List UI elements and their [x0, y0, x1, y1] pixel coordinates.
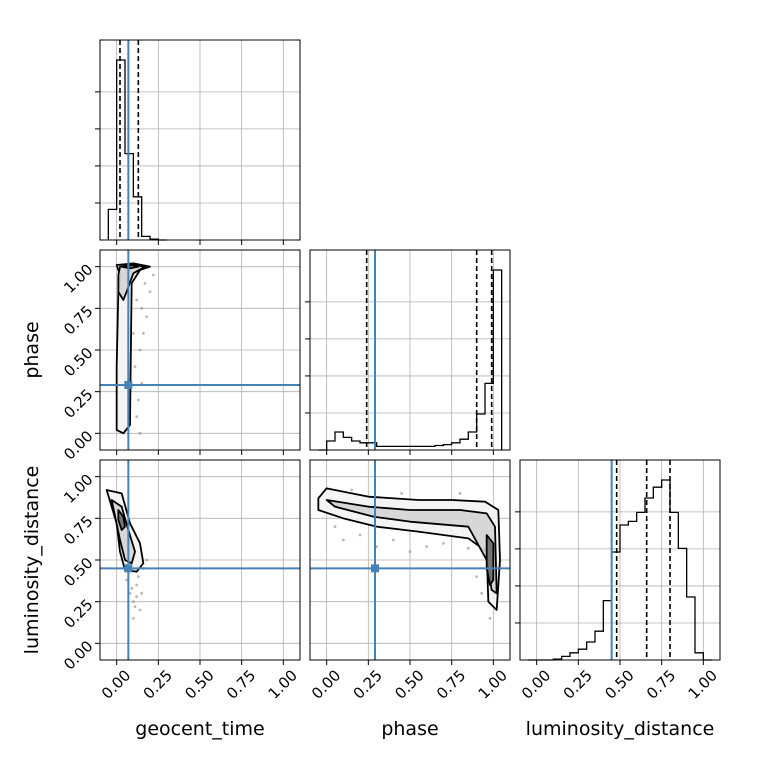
- sample-point: [408, 550, 412, 554]
- x-axis-label: luminosity_distance: [526, 718, 715, 740]
- histogram-phase: [305, 249, 511, 455]
- sample-point: [131, 331, 135, 335]
- truth-marker: [124, 381, 133, 389]
- axes-frame: [99, 39, 301, 241]
- y-axis-label: luminosity_distance: [21, 466, 43, 655]
- sample-point: [148, 290, 152, 294]
- histogram-step: [107, 59, 167, 241]
- sample-point: [480, 591, 484, 595]
- histogram-step: [318, 269, 503, 451]
- y-axis-label: phase: [21, 321, 43, 378]
- sample-point: [475, 575, 479, 579]
- sample-point: [358, 533, 362, 537]
- sample-point: [133, 365, 137, 369]
- sample-point: [140, 306, 144, 310]
- contour-level: [325, 499, 498, 595]
- sample-point: [136, 398, 140, 402]
- sample-point: [466, 546, 470, 550]
- axes-frame: [99, 249, 301, 451]
- truth-marker: [124, 564, 133, 573]
- sample-point: [145, 558, 149, 562]
- contour-panel-geocent_time-luminosity_distance: [95, 459, 301, 665]
- sample-point: [136, 575, 140, 579]
- sample-point: [425, 545, 429, 549]
- axes-frame: [309, 249, 511, 451]
- sample-point: [130, 586, 134, 590]
- sample-point: [131, 600, 135, 604]
- sample-point: [138, 348, 142, 352]
- truth-marker: [371, 564, 379, 573]
- sample-point: [135, 415, 139, 419]
- x-axis-label: geocent_time: [135, 718, 264, 740]
- sample-point: [350, 488, 354, 492]
- sample-point: [145, 315, 149, 319]
- sample-point: [138, 431, 142, 435]
- sample-point: [488, 616, 492, 620]
- sample-point: [133, 605, 137, 609]
- contour-level: [485, 534, 495, 586]
- sample-point: [400, 491, 404, 495]
- sample-point: [135, 298, 139, 302]
- axes-frame: [99, 459, 301, 661]
- x-axis-label: phase: [381, 718, 438, 740]
- sample-point: [458, 491, 462, 495]
- histogram-step: [528, 479, 712, 661]
- sample-point: [138, 608, 142, 612]
- sample-point: [333, 525, 337, 529]
- histogram-geocent_time: [95, 39, 301, 245]
- axes-frame: [309, 459, 511, 661]
- contour-level: [120, 264, 140, 270]
- sample-point: [151, 273, 155, 277]
- sample-point: [140, 591, 144, 595]
- contour-level: [117, 509, 126, 531]
- sample-point: [135, 583, 139, 587]
- sample-point: [391, 538, 395, 542]
- sample-point: [131, 616, 135, 620]
- contour-panel-geocent_time-phase: [95, 249, 301, 455]
- histogram-luminosity_distance: [515, 459, 721, 665]
- sample-point: [143, 281, 147, 285]
- sample-point: [341, 538, 345, 542]
- axes-frame: [519, 459, 721, 661]
- contour-panel-phase-luminosity_distance: [309, 459, 511, 665]
- sample-point: [441, 541, 445, 545]
- sample-point: [135, 595, 139, 599]
- sample-point: [141, 331, 145, 335]
